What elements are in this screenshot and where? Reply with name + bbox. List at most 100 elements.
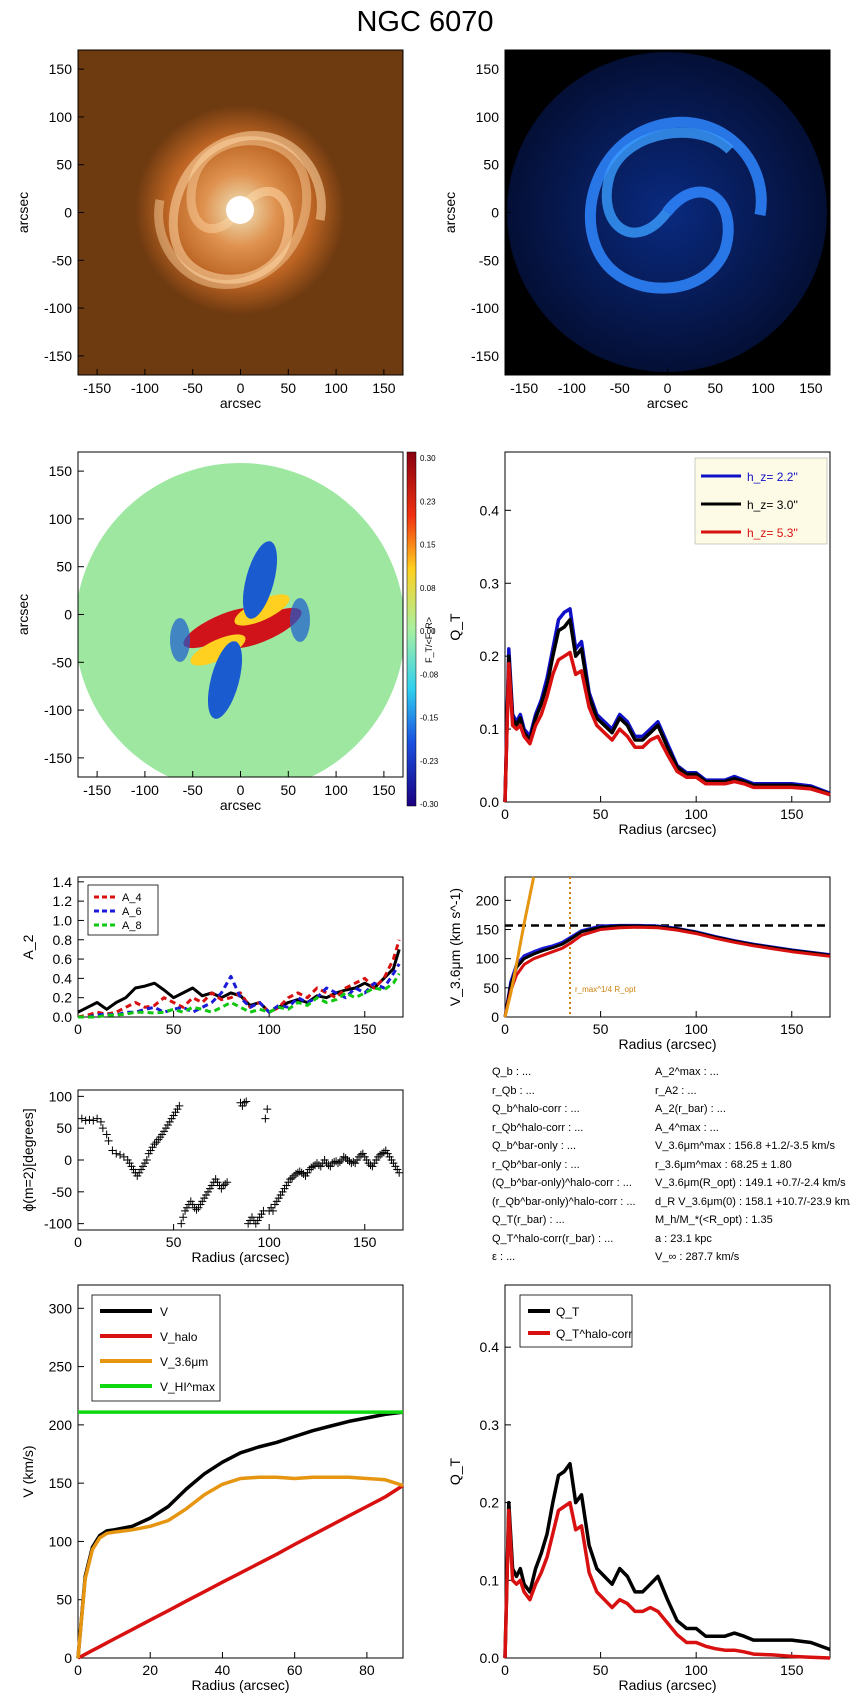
y-tick-label: 250 <box>49 1359 73 1375</box>
info-rqb: r_Qb : ... <box>492 1084 535 1097</box>
data-point <box>93 1114 102 1123</box>
force-negative-lobe-b <box>207 641 243 719</box>
y-tick-label: 150 <box>476 922 500 938</box>
legend-label: Q_T <box>556 1305 580 1319</box>
data-point <box>102 1130 111 1139</box>
data-point <box>299 1170 308 1178</box>
data-point <box>112 1149 121 1158</box>
x-axis-label: arcsec <box>647 395 688 411</box>
data-point <box>320 1156 329 1164</box>
data-point <box>274 1194 283 1203</box>
data-point <box>326 1162 335 1171</box>
data-point <box>381 1146 390 1155</box>
legend-label: A_8 <box>122 920 142 932</box>
x-tick-label: 50 <box>593 806 609 822</box>
data-point <box>217 1184 226 1193</box>
x-tick-label: 0 <box>74 1021 82 1037</box>
residual-spiral-arm-a <box>584 116 767 294</box>
info-vinf: V_∞ : 287.7 km/s <box>655 1251 740 1263</box>
y-tick-label: 100 <box>49 109 73 125</box>
y-tick-label: -100 <box>44 1216 72 1232</box>
x-tick-label: 50 <box>593 1662 609 1678</box>
data-point <box>240 1098 249 1107</box>
series-line <box>503 650 831 803</box>
y-tick-label: 100 <box>476 951 500 967</box>
velocity-decomposition-chart: 0 20 40 60 80 0 50 100 150 200 250 300 Radius (arcse… <box>20 1284 404 1693</box>
y-tick-label: -100 <box>471 300 499 316</box>
y-tick-label: 0.2 <box>480 648 500 664</box>
info-v-ropt: V_3.6μm(R_opt) : 149.1 +0.7/-2.4 km/s <box>655 1177 846 1189</box>
info-qt-halo-corr-rbar: Q_T^halo-corr(r_bar) : ... <box>492 1232 614 1245</box>
residual-image-panel <box>505 50 830 375</box>
data-point <box>255 1213 264 1222</box>
data-point <box>253 1216 262 1225</box>
qt-halo-corr-chart: 0 50 100 150 0.0 0.1 0.2 0.3 0.4 Radius (arcsec) Q… <box>447 1284 831 1693</box>
x-tick-label: -100 <box>131 380 159 396</box>
y-tick-label: -50 <box>52 1184 72 1200</box>
colorbar-tick-label: 0.00 <box>420 627 436 636</box>
y-axis-label: Q_T <box>447 1457 463 1485</box>
data-point <box>173 1105 182 1114</box>
data-point <box>335 1157 344 1166</box>
series-line <box>78 972 401 1019</box>
data-point <box>391 1162 400 1171</box>
y-tick-label: 0 <box>491 1009 499 1025</box>
series-line <box>503 876 536 1018</box>
y-axis-label: Q_T <box>447 613 463 641</box>
data-point <box>345 1157 354 1166</box>
data-point <box>339 1152 348 1161</box>
x-tick-label: -50 <box>610 380 630 396</box>
force-positive-lobe-b <box>228 607 302 649</box>
y-tick-label: 50 <box>56 1120 72 1136</box>
y-tick-label: -100 <box>44 300 72 316</box>
legend-label: A_4 <box>122 892 142 904</box>
data-point <box>98 1124 107 1133</box>
series-line <box>76 1475 404 1659</box>
data-point <box>140 1159 149 1168</box>
data-point <box>393 1165 402 1174</box>
y-tick-label: -50 <box>479 252 499 268</box>
force-negative-lobe-c <box>290 598 310 642</box>
data-point <box>261 1114 270 1123</box>
data-point <box>282 1181 291 1190</box>
data-point <box>247 1213 256 1222</box>
data-point <box>324 1161 333 1170</box>
x-tick-label: -50 <box>183 380 203 396</box>
legend-label: h_z= 2.2'' <box>747 470 798 484</box>
data-point <box>77 1114 86 1123</box>
data-point <box>334 1159 342 1168</box>
y-tick-label: -50 <box>52 252 72 268</box>
legend-label: V_HI^max <box>160 1380 215 1394</box>
data-point <box>125 1159 134 1168</box>
y-tick-label: 300 <box>49 1300 73 1316</box>
y-tick-label: 0.1 <box>480 1572 500 1588</box>
y-tick-label: 100 <box>49 1533 73 1549</box>
y-tick-label: 0 <box>64 1152 72 1168</box>
info-left-column: Q_b : ... r_Qb : ... Q_b^halo-corr : ...… <box>492 1066 636 1270</box>
info-vmax: V_3.6μm^max : 156.8 +1.2/-3.5 km/s <box>655 1140 835 1152</box>
x-tick-label: 150 <box>372 782 396 798</box>
y-tick-label: 0 <box>64 1650 72 1666</box>
y-tick-label: -150 <box>44 348 72 364</box>
data-point <box>341 1154 350 1163</box>
x-tick-label: 40 <box>215 1662 231 1678</box>
data-point <box>194 1203 203 1212</box>
colorbar-tick-label: -0.08 <box>420 670 439 679</box>
y-tick-label: 0.0 <box>480 794 500 810</box>
data-point <box>96 1117 105 1126</box>
data-point <box>278 1187 287 1196</box>
x-tick-label: 80 <box>359 1662 375 1678</box>
info-right-column: A_2^max : ... r_A2 : ... A_2(r_bar) : ..… <box>655 1066 850 1270</box>
rotation-curve-chart: 0 50 100 150 0 50 100 150 200 Radius (arcsec) V_3.… <box>447 876 831 1052</box>
data-point <box>148 1143 157 1152</box>
data-point <box>196 1200 205 1209</box>
ropt-label: r_max^1/4 R_opt <box>575 985 636 994</box>
x-tick-label: 100 <box>684 806 708 822</box>
colorbar-tick-label: 0.08 <box>420 584 436 593</box>
y-tick-label: 0.4 <box>480 1339 500 1355</box>
colorbar-label: F_T/<F_R> <box>424 617 434 663</box>
data-point <box>165 1117 174 1126</box>
data-point <box>360 1152 369 1161</box>
data-point <box>257 1210 266 1219</box>
x-tick-label: 150 <box>780 1662 804 1678</box>
